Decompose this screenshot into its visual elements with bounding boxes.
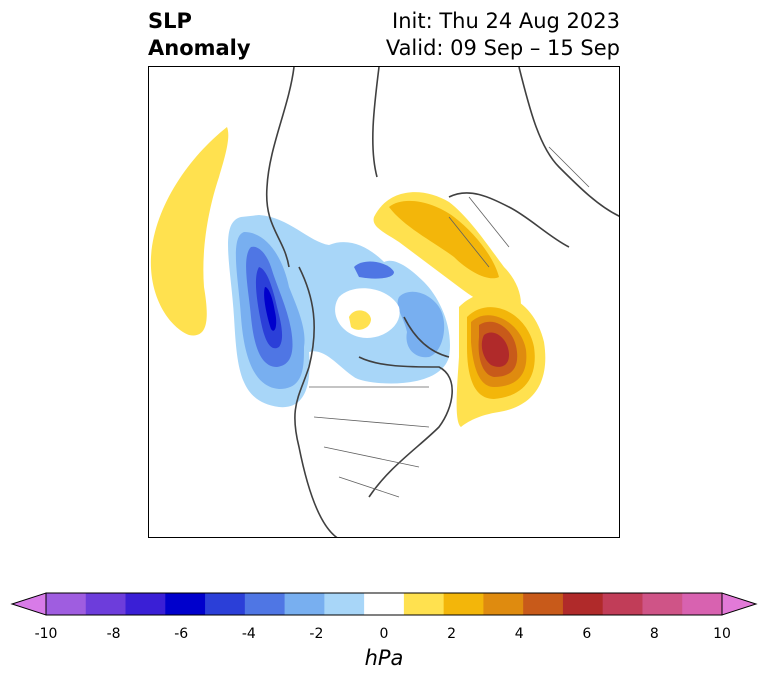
colorbar-segment — [85, 593, 127, 615]
colorbar — [10, 592, 758, 616]
valid-date-label: Valid: 09 Sep – 15 Sep — [385, 36, 620, 60]
colorbar-tick-label: 4 — [514, 626, 524, 642]
colorbar-tick-label: 8 — [649, 626, 659, 642]
pacific-ridge-contour — [150, 127, 229, 336]
colorbar-tick-label: -6 — [174, 626, 189, 642]
map-panel — [148, 66, 620, 538]
colorbar-segment — [443, 593, 484, 615]
colorbar-segment — [642, 593, 683, 615]
colorbar-tick-label: -4 — [241, 626, 256, 642]
colorbar-segment — [125, 593, 166, 615]
title-line-2: Anomaly — [148, 36, 251, 60]
colorbar-segment — [483, 593, 524, 615]
title-line-1: SLP — [148, 9, 192, 33]
colorbar-units: hPa — [364, 646, 404, 670]
colorbar-tick-label: -8 — [106, 626, 121, 642]
greenland-low-mid — [397, 291, 445, 358]
colorbar-segment — [403, 593, 445, 615]
colorbar-tick-label: -2 — [309, 626, 324, 642]
colorbar-segment — [205, 593, 246, 615]
colorbar-segment — [324, 593, 365, 615]
init-date-label: Init: Thu 24 Aug 2023 — [392, 9, 620, 33]
anomaly-map — [150, 67, 619, 537]
colorbar-tick-label: -10 — [34, 626, 58, 642]
colorbar-segment — [46, 593, 87, 615]
colorbar-extend-high — [721, 592, 758, 616]
colorbar-segment — [682, 593, 723, 615]
colorbar-tick-label: 0 — [379, 626, 389, 642]
colorbar-segment — [364, 593, 405, 615]
europe-ridge-inner — [389, 200, 499, 279]
colorbar-tick-label: 10 — [713, 626, 731, 642]
arctic-high — [349, 310, 371, 330]
coastlines — [265, 67, 619, 537]
colorbar-tick-label: 2 — [447, 626, 457, 642]
colorbar-segment — [602, 593, 643, 615]
canada-low-inner — [354, 261, 394, 279]
colorbar-segment — [244, 593, 286, 615]
map-title: SLP Anomaly — [148, 8, 251, 62]
date-info: Init: Thu 24 Aug 2023 Valid: 09 Sep – 15… — [386, 8, 620, 62]
colorbar-segment — [284, 593, 325, 615]
political-borders — [309, 146, 590, 498]
colorbar-extend-low — [10, 592, 47, 616]
colorbar-segment — [562, 593, 604, 615]
atlantic-high-core — [481, 332, 509, 367]
alaska-low-center — [264, 287, 277, 331]
colorbar-tick-label: 6 — [582, 626, 592, 642]
colorbar-segment — [523, 593, 564, 615]
colorbar-segment — [165, 593, 206, 615]
